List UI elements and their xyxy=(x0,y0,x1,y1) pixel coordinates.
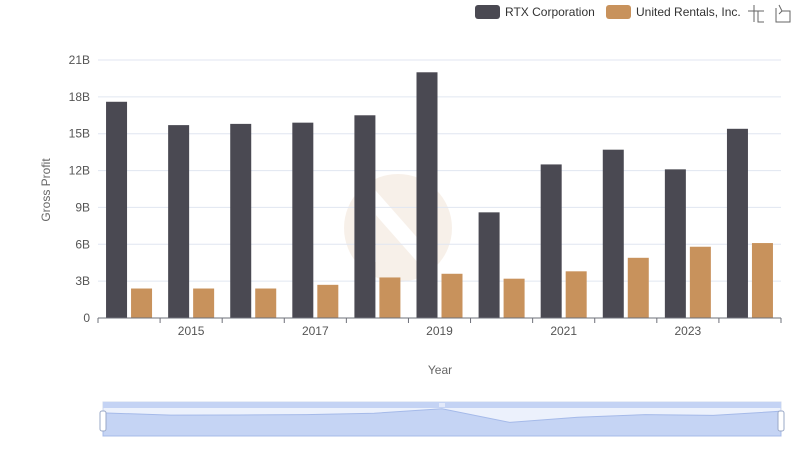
x-tick-label: 2017 xyxy=(302,324,329,338)
bar-rtx-2019[interactable] xyxy=(416,72,438,319)
y-tick-label: 12B xyxy=(69,164,90,178)
bar-united-rentals-2019[interactable] xyxy=(441,273,463,318)
bar-rtx-2018[interactable] xyxy=(354,115,376,319)
y-axis-labels: 0 3B 6B 9B 12B 15B 18B 21B xyxy=(69,53,91,325)
bar-united-rentals-2015[interactable] xyxy=(193,288,215,318)
bar-united-rentals-2020[interactable] xyxy=(503,278,525,318)
restore-icon[interactable] xyxy=(775,4,791,23)
zoom-preview-area xyxy=(102,408,782,437)
y-tick-label: 9B xyxy=(75,200,90,214)
bar-rtx-2015[interactable] xyxy=(168,125,190,318)
y-tick-label: 18B xyxy=(69,90,90,104)
legend-label-rtx: RTX Corporation xyxy=(505,5,595,19)
zoom-handle-left[interactable] xyxy=(99,410,107,432)
legend-item-rtx[interactable]: RTX Corporation xyxy=(475,5,595,19)
bar-rtx-2017[interactable] xyxy=(292,122,314,319)
bar-united-rentals-2021[interactable] xyxy=(565,271,587,318)
bar-rtx-2021[interactable] xyxy=(540,164,562,318)
crop-select-icon[interactable] xyxy=(748,5,764,23)
y-tick-label: 6B xyxy=(75,237,90,251)
x-axis-labels: 2015 2017 2019 2021 2023 xyxy=(178,324,702,338)
bar-united-rentals-2024[interactable] xyxy=(751,243,773,318)
legend[interactable]: RTX Corporation United Rentals, Inc. xyxy=(475,5,741,19)
legend-label-united-rentals: United Rentals, Inc. xyxy=(636,5,741,19)
bar-united-rentals-2017[interactable] xyxy=(317,284,339,318)
legend-swatch-rtx xyxy=(475,5,500,19)
x-tick-label: 2021 xyxy=(550,324,577,338)
x-tick-label: 2019 xyxy=(426,324,453,338)
bar-rtx-2024[interactable] xyxy=(726,128,748,318)
bar-united-rentals-2023[interactable] xyxy=(689,246,711,318)
bar-united-rentals-2016[interactable] xyxy=(255,288,277,318)
legend-item-united-rentals[interactable]: United Rentals, Inc. xyxy=(606,5,741,19)
zoom-move-handle[interactable] xyxy=(439,403,445,407)
x-tick-label: 2023 xyxy=(675,324,702,338)
x-axis-title: Year xyxy=(428,363,452,377)
data-zoom-slider[interactable] xyxy=(99,401,785,437)
bars xyxy=(106,72,773,319)
bar-united-rentals-2022[interactable] xyxy=(627,257,649,318)
bar-rtx-2022[interactable] xyxy=(602,149,624,318)
bar-united-rentals-2014[interactable] xyxy=(131,288,153,318)
y-tick-label: 15B xyxy=(69,127,90,141)
bar-rtx-2023[interactable] xyxy=(664,169,686,318)
bar-united-rentals-2018[interactable] xyxy=(379,277,401,318)
y-tick-label: 21B xyxy=(69,53,90,67)
y-tick-label: 3B xyxy=(75,274,90,288)
y-axis-title: Gross Profit xyxy=(39,158,53,222)
zoom-handle-right[interactable] xyxy=(777,410,785,432)
bar-rtx-2014[interactable] xyxy=(106,101,128,319)
y-tick-label: 0 xyxy=(83,311,90,325)
bar-rtx-2016[interactable] xyxy=(230,123,252,318)
x-tick-label: 2015 xyxy=(178,324,205,338)
bar-rtx-2020[interactable] xyxy=(478,212,500,318)
x-axis-ticks xyxy=(97,318,782,323)
legend-swatch-united-rentals xyxy=(606,5,631,19)
